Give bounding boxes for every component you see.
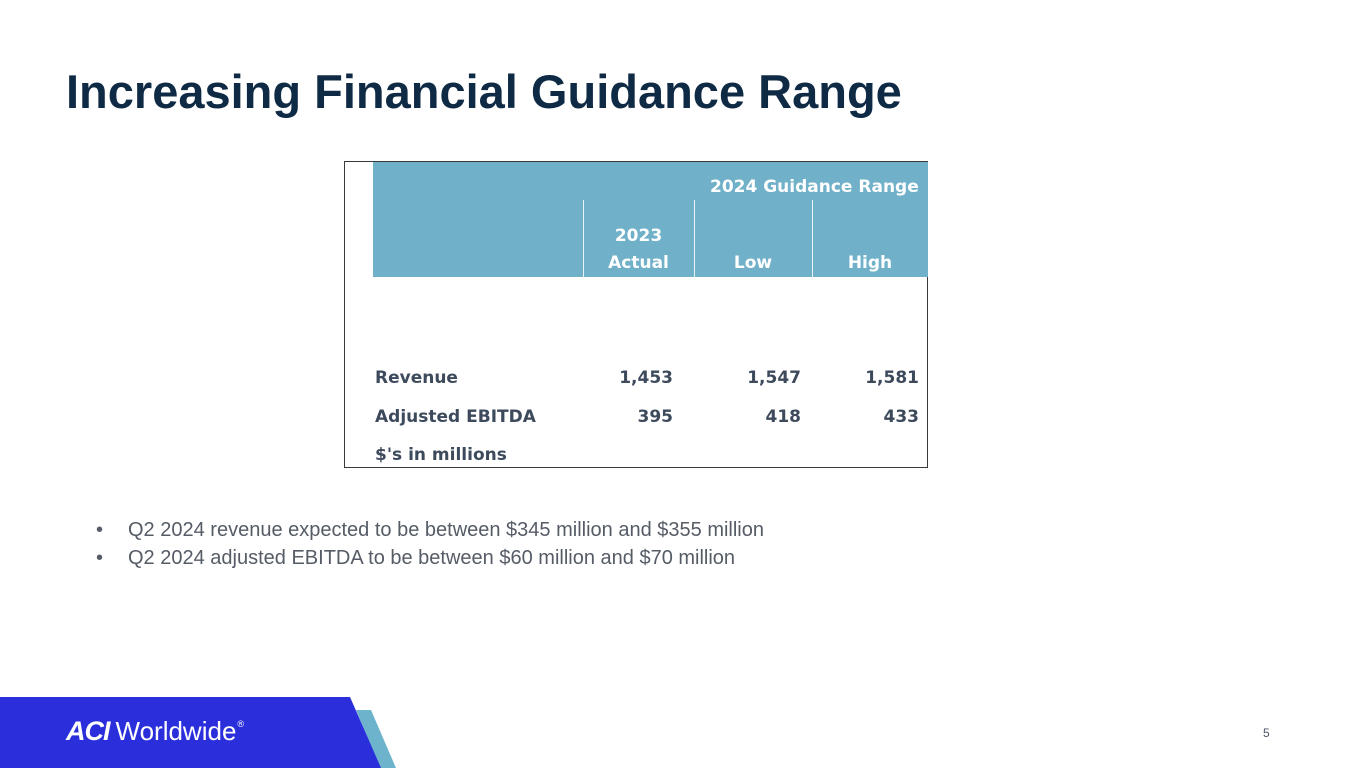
logo-mark: ACI [66, 716, 110, 746]
bullet-text: Q2 2024 revenue expected to be between $… [128, 519, 764, 541]
ebitda-high: 433 [883, 407, 920, 427]
revenue-actual: 1,453 [619, 368, 673, 388]
page-number: 5 [1263, 726, 1270, 740]
footer-teal-stripe [356, 710, 396, 768]
revenue-high: 1,581 [865, 368, 919, 388]
row-label-revenue: Revenue [375, 368, 458, 388]
col-header-high: High [847, 253, 893, 273]
col-header-2023-actual: Actual [608, 253, 669, 273]
table-footnote: $'s in millions [375, 445, 507, 465]
col-header-2023: 2023 Actual [583, 223, 694, 277]
header-divider [694, 200, 695, 277]
col-header-low: Low [733, 253, 773, 273]
header-divider [812, 200, 813, 277]
bullet-list: • Q2 2024 revenue expected to be between… [96, 516, 764, 572]
row-label-adjusted-ebitda: Adjusted EBITDA [375, 407, 536, 427]
guidance-table: 2024 Guidance Range 2023 Actual Low High… [344, 161, 928, 468]
aci-worldwide-logo: ACI Worldwide ® [66, 716, 244, 747]
footer-blue-block [0, 697, 381, 768]
ebitda-low: 418 [765, 407, 802, 427]
footer-brand-band [0, 697, 396, 768]
logo-registered-mark: ® [237, 718, 245, 729]
bullet-item: • Q2 2024 revenue expected to be between… [96, 516, 764, 544]
bullet-item: • Q2 2024 adjusted EBITDA to be between … [96, 544, 764, 572]
header-divider [583, 200, 584, 277]
slide-title: Increasing Financial Guidance Range [66, 65, 902, 118]
table-header: 2024 Guidance Range 2023 Actual Low High [373, 162, 928, 277]
bullet-glyph: • [96, 547, 104, 569]
guidance-range-header: 2024 Guidance Range [710, 177, 919, 197]
ebitda-actual: 395 [637, 407, 674, 427]
col-header-2023-year: 2023 [614, 226, 663, 246]
bullet-glyph: • [96, 519, 104, 541]
bullet-text: Q2 2024 adjusted EBITDA to be between $6… [128, 547, 736, 569]
logo-wordmark: Worldwide [115, 716, 237, 746]
revenue-low: 1,547 [747, 368, 801, 388]
